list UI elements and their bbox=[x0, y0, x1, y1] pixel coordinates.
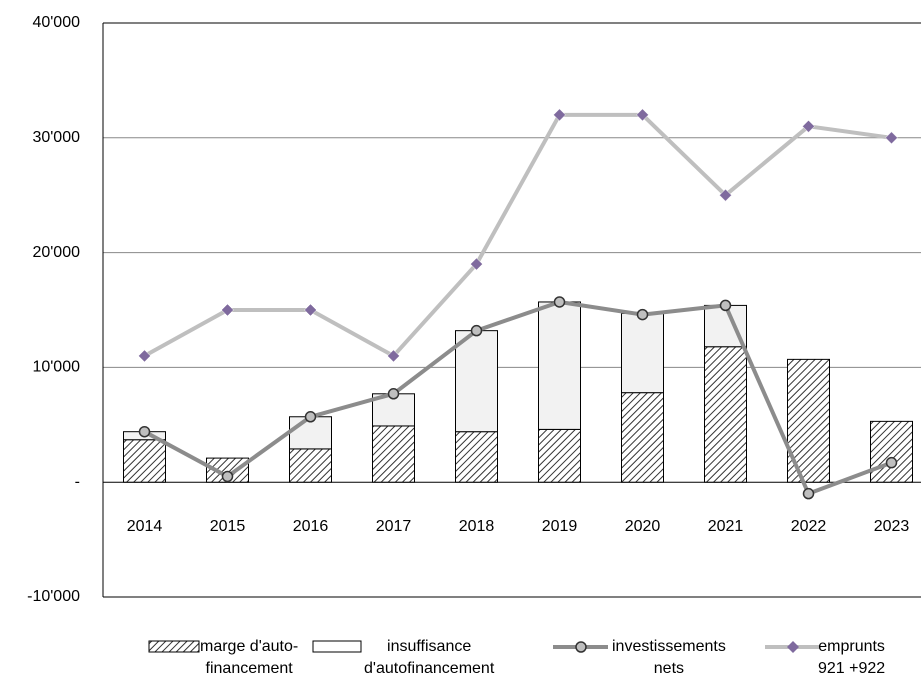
marker bbox=[387, 388, 400, 400]
x-tick-label: 2015 bbox=[210, 518, 246, 535]
legend-swatch bbox=[312, 640, 362, 653]
x-tick-label: 2014 bbox=[127, 518, 163, 535]
bar bbox=[372, 425, 415, 483]
swatch-marker bbox=[575, 641, 587, 653]
line bbox=[143, 299, 893, 496]
bar bbox=[455, 330, 498, 433]
y-tick-label: 20'000 bbox=[32, 244, 80, 261]
marker bbox=[470, 257, 483, 271]
x-tick-label: 2023 bbox=[874, 518, 910, 535]
y-tick-label: 30'000 bbox=[32, 129, 80, 146]
marker bbox=[719, 188, 732, 202]
x-tick-label: 2020 bbox=[625, 518, 661, 535]
marker bbox=[138, 349, 151, 363]
marker bbox=[885, 456, 898, 469]
bar bbox=[704, 346, 747, 483]
legend-label: insuffisance d'autofinancement bbox=[364, 638, 495, 677]
bar bbox=[123, 439, 166, 483]
x-tick-label: 2017 bbox=[376, 518, 412, 535]
marker bbox=[636, 308, 649, 321]
bar bbox=[870, 420, 913, 483]
marker bbox=[636, 108, 649, 122]
bar bbox=[289, 416, 332, 450]
marker bbox=[304, 411, 317, 423]
y-tick-label: - bbox=[75, 473, 80, 490]
legend-swatch bbox=[148, 640, 200, 653]
x-tick-label: 2021 bbox=[708, 518, 744, 535]
bar bbox=[538, 301, 581, 430]
legend-label: emprunts 921 +922 bbox=[818, 638, 886, 677]
marker bbox=[221, 470, 234, 483]
marker bbox=[221, 303, 234, 317]
bar bbox=[455, 431, 498, 483]
legend-label: investissements nets bbox=[612, 638, 726, 677]
bar bbox=[538, 428, 581, 483]
legend-swatch bbox=[765, 641, 820, 653]
marker bbox=[470, 324, 483, 337]
bar bbox=[621, 392, 664, 483]
x-tick-label: 2019 bbox=[542, 518, 578, 535]
swatch bbox=[312, 640, 362, 653]
line bbox=[143, 112, 892, 358]
swatch-marker bbox=[787, 641, 799, 653]
marker bbox=[553, 108, 566, 122]
legend-label: marge d'auto- financement bbox=[200, 638, 299, 677]
marker bbox=[885, 131, 898, 145]
marker bbox=[719, 299, 732, 312]
x-tick-label: 2022 bbox=[791, 518, 827, 535]
marker bbox=[138, 425, 151, 438]
bar bbox=[621, 312, 664, 394]
marker bbox=[553, 296, 566, 308]
y-tick-label: -10'000 bbox=[27, 588, 80, 605]
x-tick-label: 2016 bbox=[293, 518, 329, 535]
marker bbox=[802, 487, 815, 500]
bar bbox=[289, 448, 332, 483]
y-tick-label: 10'000 bbox=[32, 359, 80, 376]
x-tick-label: 2018 bbox=[459, 518, 495, 535]
marker bbox=[802, 119, 815, 133]
swatch bbox=[148, 640, 200, 653]
legend-swatch bbox=[553, 641, 608, 653]
y-tick-label: 40'000 bbox=[32, 14, 80, 31]
marker bbox=[387, 349, 400, 363]
marker bbox=[304, 303, 317, 317]
